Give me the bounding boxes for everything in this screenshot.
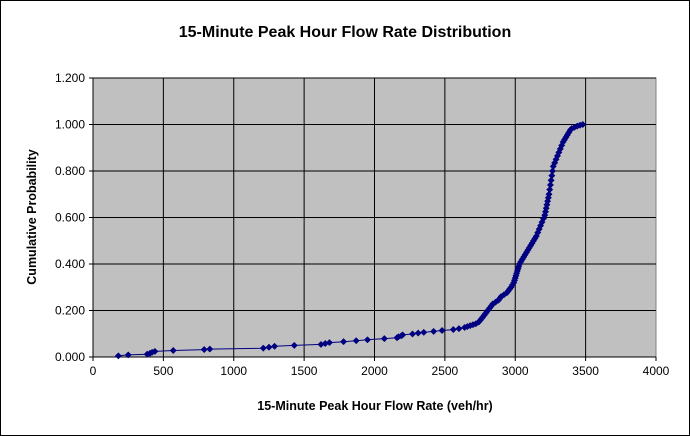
data-point xyxy=(352,337,360,345)
y-tick-label: 0.400 xyxy=(55,257,85,271)
x-tick-label: 2500 xyxy=(432,364,459,378)
data-point xyxy=(325,339,334,347)
y-axis-title: Cumulative Probability xyxy=(25,149,39,284)
data-point xyxy=(544,194,552,202)
data-point xyxy=(438,326,446,335)
data-point xyxy=(339,338,348,346)
data-point xyxy=(545,190,553,198)
chart-title: 15-Minute Peak Hour Flow Rate Distributi… xyxy=(179,24,511,41)
plot-area: 0 500 1000 1500 2000 2500 3000 3500 4000 0.000 0.2… xyxy=(55,71,670,378)
data-point xyxy=(543,201,551,209)
data-point xyxy=(200,346,208,354)
data-point xyxy=(169,346,177,355)
y-tick-label: 1.000 xyxy=(55,118,85,132)
data-point xyxy=(449,326,457,334)
x-tick-label: 1000 xyxy=(220,364,247,378)
x-tick-label: 500 xyxy=(153,364,173,378)
y-tick-label: 0.800 xyxy=(55,164,85,178)
data-point xyxy=(414,329,422,337)
data-point xyxy=(271,342,279,350)
data-point xyxy=(363,336,372,344)
data-point xyxy=(541,208,550,216)
data-point xyxy=(547,176,555,184)
data-point xyxy=(124,351,132,359)
data-point xyxy=(408,330,417,338)
data-point xyxy=(548,167,557,175)
data-point xyxy=(114,352,122,360)
data-point xyxy=(546,181,554,189)
data-point xyxy=(546,186,554,194)
x-axis-title: 15-Minute Peak Hour Flow Rate (veh/hr) xyxy=(257,399,492,413)
x-tick-label: 2000 xyxy=(361,364,388,378)
data-point xyxy=(206,345,214,353)
data-point xyxy=(380,335,388,343)
x-tick-label: 3000 xyxy=(502,364,529,378)
x-tick-label: 1500 xyxy=(291,364,318,378)
data-point xyxy=(290,341,298,349)
data-point xyxy=(265,343,273,351)
y-tick-label: 0.200 xyxy=(55,304,85,318)
data-point xyxy=(579,120,587,129)
x-tick-label: 3500 xyxy=(572,364,599,378)
data-point xyxy=(544,197,552,205)
data-point xyxy=(151,347,159,355)
y-tick-label: 1.200 xyxy=(55,71,85,85)
x-tick-label: 0 xyxy=(90,364,97,378)
data-point xyxy=(455,325,463,333)
data-point xyxy=(420,328,428,336)
y-tick-label: 0.000 xyxy=(55,350,85,364)
data-point xyxy=(548,172,556,180)
data-point xyxy=(430,327,438,335)
y-tick-label: 0.600 xyxy=(55,211,85,225)
data-point xyxy=(399,331,407,339)
data-point xyxy=(259,344,267,352)
x-tick-label: 4000 xyxy=(643,364,670,378)
